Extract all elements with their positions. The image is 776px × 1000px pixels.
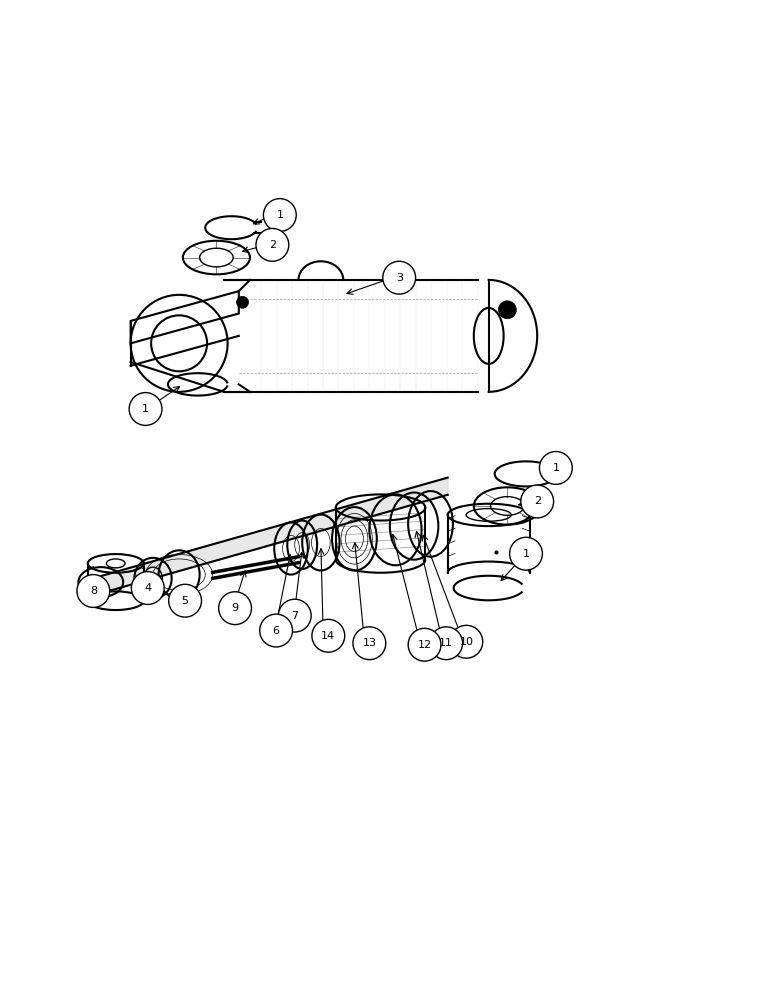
Text: 14: 14 bbox=[321, 631, 335, 641]
Text: 6: 6 bbox=[272, 626, 279, 636]
Circle shape bbox=[450, 625, 483, 658]
Circle shape bbox=[168, 584, 202, 617]
Circle shape bbox=[256, 228, 289, 261]
Circle shape bbox=[312, 619, 345, 652]
Text: 4: 4 bbox=[144, 583, 151, 593]
Text: 7: 7 bbox=[291, 611, 298, 621]
Circle shape bbox=[430, 627, 462, 660]
Text: 2: 2 bbox=[268, 240, 276, 250]
Text: 3: 3 bbox=[396, 273, 403, 283]
Circle shape bbox=[408, 628, 441, 661]
Text: 1: 1 bbox=[276, 210, 283, 220]
Text: 11: 11 bbox=[439, 638, 453, 648]
Text: 1: 1 bbox=[142, 404, 149, 414]
Circle shape bbox=[539, 452, 572, 484]
Circle shape bbox=[521, 485, 553, 518]
Circle shape bbox=[237, 296, 248, 308]
Circle shape bbox=[219, 592, 251, 625]
Text: 8: 8 bbox=[90, 586, 97, 596]
Circle shape bbox=[263, 199, 296, 231]
Circle shape bbox=[353, 627, 386, 660]
Circle shape bbox=[129, 393, 162, 425]
Text: 9: 9 bbox=[231, 603, 239, 613]
Text: 2: 2 bbox=[534, 496, 541, 506]
Text: 1: 1 bbox=[522, 549, 529, 559]
Circle shape bbox=[260, 614, 293, 647]
Text: 12: 12 bbox=[417, 640, 431, 650]
Circle shape bbox=[131, 572, 165, 604]
Text: 5: 5 bbox=[182, 596, 189, 606]
Circle shape bbox=[383, 261, 416, 294]
Circle shape bbox=[279, 599, 311, 632]
Text: 13: 13 bbox=[362, 638, 376, 648]
Circle shape bbox=[498, 301, 516, 319]
Text: 1: 1 bbox=[553, 463, 559, 473]
Text: 10: 10 bbox=[459, 637, 473, 647]
Circle shape bbox=[510, 537, 542, 570]
Ellipse shape bbox=[106, 559, 125, 568]
Circle shape bbox=[77, 575, 109, 607]
